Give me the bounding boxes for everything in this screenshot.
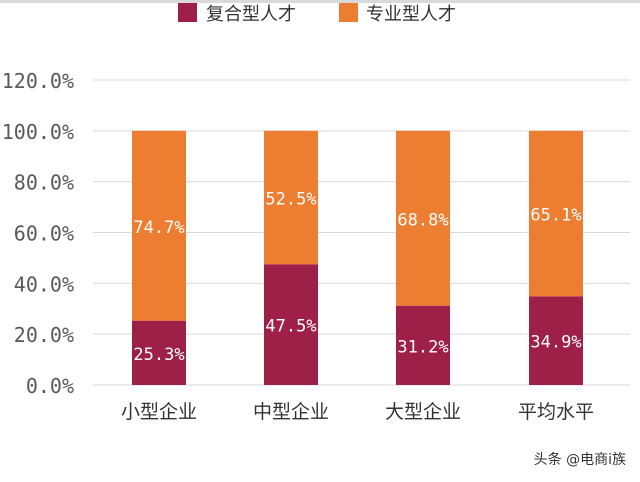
y-tick-label: 80.0% xyxy=(14,171,74,195)
bar-segment xyxy=(396,130,450,306)
bar-segment xyxy=(529,130,583,297)
x-category-label: 大型企业 xyxy=(385,401,461,423)
bars xyxy=(132,130,583,385)
y-axis-ticks: 0.0% 20.0% 40.0% 60.0% 80.0% 100.0% 120.0% xyxy=(2,69,74,398)
legend-item-composite[interactable]: 复合型人才 xyxy=(178,3,296,25)
x-category-label: 中型企业 xyxy=(253,401,329,423)
y-tick-label: 60.0% xyxy=(14,222,74,246)
x-category-label: 平均水平 xyxy=(518,401,594,423)
data-label: 68.8% xyxy=(397,210,448,230)
y-tick-label: 100.0% xyxy=(2,120,74,144)
top-rule xyxy=(0,0,640,3)
data-label: 65.1% xyxy=(530,206,581,226)
legend: 复合型人才 专业型人才 xyxy=(178,3,456,25)
bar-segment xyxy=(132,130,186,321)
legend-label-composite: 复合型人才 xyxy=(206,4,296,25)
bar-segment xyxy=(264,130,318,265)
y-tick-label: 20.0% xyxy=(14,323,74,347)
bar-segment xyxy=(396,305,450,385)
data-label: 74.7% xyxy=(133,218,184,238)
bar-segment xyxy=(132,320,186,385)
data-label: 25.3% xyxy=(133,345,184,365)
y-tick-label: 40.0% xyxy=(14,272,74,296)
data-labels: 25.3% 74.7% 47.5% 52.5% 31.2% 68.8% 34.9% 65.1% xyxy=(133,190,581,365)
legend-swatch-specialist xyxy=(339,3,358,22)
legend-item-specialist[interactable]: 专业型人才 xyxy=(339,3,456,25)
legend-label-specialist: 专业型人才 xyxy=(366,4,456,25)
data-label: 47.5% xyxy=(265,317,316,337)
y-tick-label: 120.0% xyxy=(2,69,74,93)
bar-segment xyxy=(264,264,318,385)
y-tick-label: 0.0% xyxy=(26,374,74,398)
data-label: 52.5% xyxy=(265,190,316,210)
bar-segment xyxy=(529,296,583,385)
x-category-label: 小型企业 xyxy=(121,401,197,423)
x-axis-categories: 小型企业 中型企业 大型企业 平均水平 xyxy=(121,401,594,423)
data-label: 34.9% xyxy=(530,333,581,353)
data-label: 31.2% xyxy=(397,337,448,357)
legend-swatch-composite xyxy=(178,3,197,22)
watermark: 头条 @电商i族 xyxy=(533,452,626,468)
